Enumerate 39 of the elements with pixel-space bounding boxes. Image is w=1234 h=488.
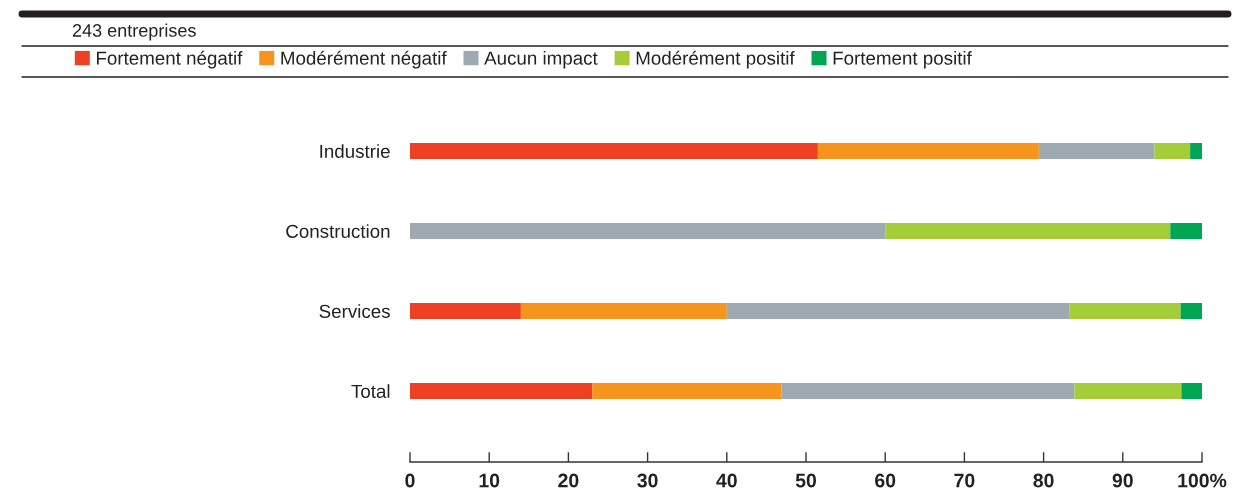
bar [1069, 303, 1181, 319]
legend-label: Modérément négatif [281, 50, 447, 69]
bar [1170, 223, 1202, 239]
bar [817, 143, 1039, 159]
y-tick-label: Construction [286, 224, 390, 238]
bar [410, 383, 593, 399]
x-tick-label: 10 [479, 473, 500, 488]
x-tick-label: 30 [637, 473, 658, 488]
text: 243 entreprises [72, 23, 196, 41]
y-tick-label: Total [351, 384, 390, 398]
bar [1181, 383, 1202, 399]
legend-label: Aucun impact [484, 51, 598, 69]
bar [410, 303, 521, 319]
x-tick-label: 90 [1112, 473, 1133, 488]
x-tick-label: 60 [875, 473, 896, 488]
bar [520, 303, 727, 319]
bar [410, 223, 886, 239]
bar [1038, 143, 1155, 159]
bar [1154, 143, 1191, 159]
bar [781, 383, 1075, 399]
x-tick-label: 50 [795, 473, 817, 488]
x-tick-label: 20 [558, 473, 579, 488]
bar [1190, 143, 1202, 159]
legend-label: Fortement positif [833, 51, 972, 69]
x-tick-label: 0 [405, 473, 415, 488]
legend-label: Modérément positif [636, 50, 795, 69]
bar [1074, 383, 1182, 399]
legend-label: Fortement négatif [96, 50, 243, 69]
bar [726, 303, 1070, 319]
y-tick-label: Services [319, 304, 390, 318]
x-tick-label: 80 [1033, 473, 1054, 488]
x-tick-label: 70 [954, 473, 975, 488]
bar [1180, 303, 1202, 319]
bar [885, 223, 1171, 239]
x-tick-label: 40 [716, 473, 737, 488]
bar [592, 383, 782, 399]
y-tick-label: Industrie [320, 144, 390, 158]
bar [410, 143, 818, 159]
x-tick-label: 100% [1178, 473, 1227, 488]
